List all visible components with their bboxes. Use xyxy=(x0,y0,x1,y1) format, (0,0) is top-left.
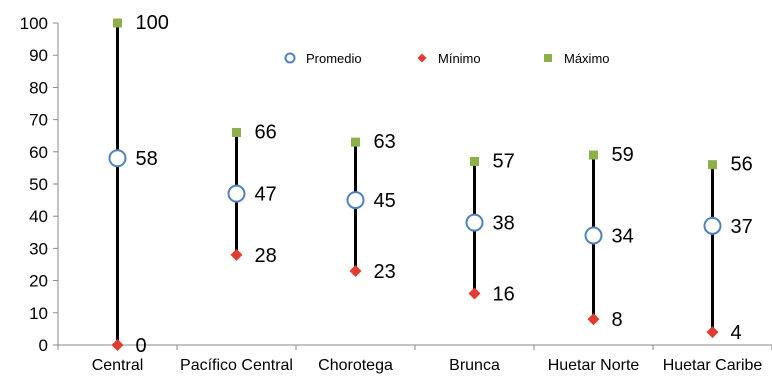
x-tick-label: Central xyxy=(92,357,144,374)
y-tick-label: 50 xyxy=(29,175,48,194)
avg-point xyxy=(703,216,722,235)
y-tick-label: 100 xyxy=(20,14,48,33)
max-point xyxy=(351,137,360,147)
x-tick-label: Huetar Caribe xyxy=(663,357,763,374)
min-point xyxy=(468,287,481,300)
legend-label: Mínimo xyxy=(438,51,481,66)
max-data-label: 57 xyxy=(493,150,515,172)
min-data-label: 28 xyxy=(255,245,277,267)
legend-marker-maximo xyxy=(544,54,552,62)
max-data-label: 59 xyxy=(612,144,634,166)
y-tick-label: 40 xyxy=(29,207,48,226)
max-data-label: 100 xyxy=(136,12,169,34)
y-tick-label: 10 xyxy=(29,304,48,323)
max-data-label: 66 xyxy=(255,121,277,143)
y-tick-label: 20 xyxy=(29,272,48,291)
avg-data-label: 38 xyxy=(493,213,515,235)
avg-data-label: 34 xyxy=(612,226,634,248)
max-point xyxy=(113,18,122,28)
max-point xyxy=(470,156,479,166)
avg-point xyxy=(108,149,127,168)
y-tick-label: 90 xyxy=(29,46,48,65)
data-labels: 100 0 58 66 28 47 63 23 45 57 16 38 59 8 34 56 4 37 xyxy=(136,12,753,357)
min-point xyxy=(230,248,243,261)
avg-data-label: 47 xyxy=(255,184,277,206)
min-data-label: 4 xyxy=(731,322,742,344)
y-tick-label: 60 xyxy=(29,143,48,162)
min-point xyxy=(111,339,124,351)
max-point xyxy=(589,150,598,160)
avg-point xyxy=(465,213,484,232)
max-point xyxy=(708,160,717,170)
markers xyxy=(108,18,722,351)
max-point xyxy=(232,127,241,137)
min-data-label: 16 xyxy=(493,283,515,305)
legend-marker-minimo xyxy=(417,53,427,63)
min-data-label: 23 xyxy=(374,261,396,283)
legend-label: Promedio xyxy=(306,51,362,66)
min-data-label: 0 xyxy=(136,335,147,357)
min-data-label: 8 xyxy=(612,309,623,331)
min-point xyxy=(349,264,362,277)
x-tick-label: Brunca xyxy=(449,357,500,374)
max-data-label: 56 xyxy=(731,154,753,176)
avg-data-label: 37 xyxy=(731,216,753,238)
max-data-label: 63 xyxy=(374,131,396,153)
legend: Promedio Mínimo Máximo xyxy=(284,51,610,66)
avg-point xyxy=(346,191,365,210)
x-tick-label: Chorotega xyxy=(318,357,393,374)
y-tick-label: 30 xyxy=(29,239,48,258)
y-tick-label: 80 xyxy=(29,78,48,97)
min-point xyxy=(706,326,719,339)
avg-data-label: 58 xyxy=(136,148,158,170)
x-axis: Central Pacífico Central Chorotega Brunca Hu… xyxy=(57,344,772,374)
x-tick-label: Pacífico Central xyxy=(180,357,293,374)
min-point xyxy=(587,313,600,326)
avg-data-label: 45 xyxy=(374,190,396,212)
y-tick-label: 0 xyxy=(39,336,48,355)
y-tick-label: 70 xyxy=(29,111,48,130)
range-lines xyxy=(116,23,714,345)
avg-point xyxy=(584,226,603,245)
legend-marker-promedio xyxy=(284,52,296,64)
avg-point xyxy=(227,184,246,203)
legend-label: Máximo xyxy=(564,51,610,66)
y-axis: 0 10 20 30 40 50 60 70 80 90 100 xyxy=(20,14,59,355)
x-tick-label: Huetar Norte xyxy=(548,357,640,374)
